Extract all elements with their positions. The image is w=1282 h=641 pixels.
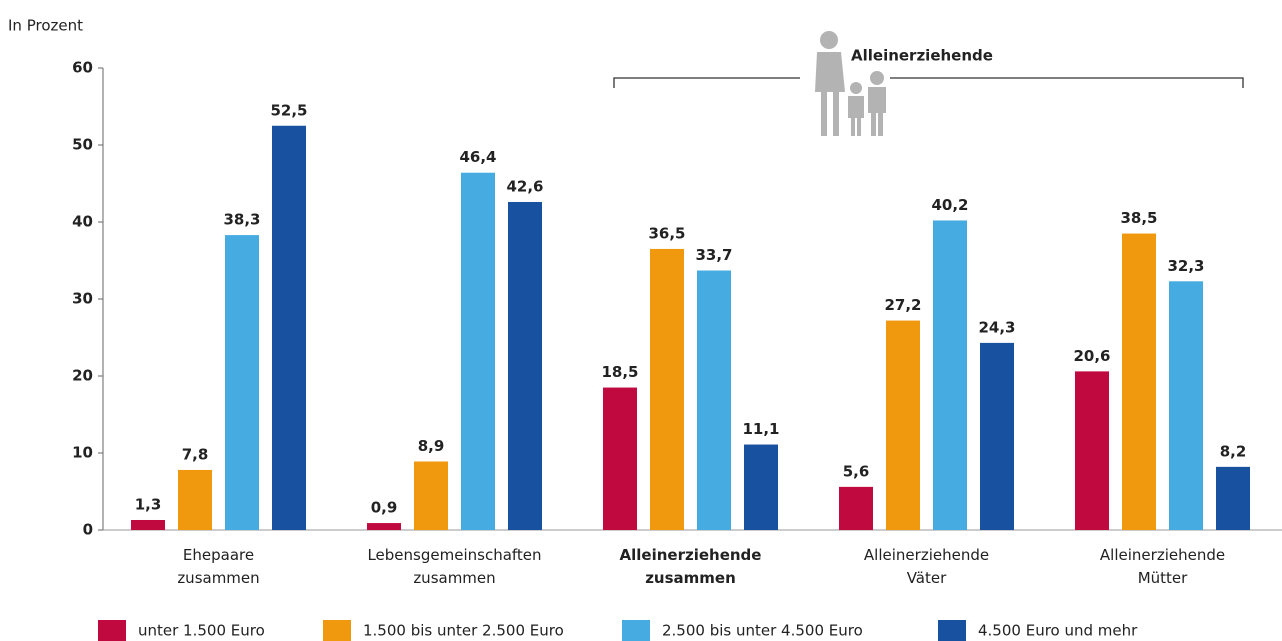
bar (744, 444, 778, 530)
value-label: 46,4 (459, 148, 496, 166)
x-tick-label-line: Väter (907, 569, 947, 587)
legend-label: 4.500 Euro und mehr (978, 622, 1138, 640)
bar (131, 519, 165, 530)
value-label: 7,8 (182, 445, 209, 463)
legend-label: unter 1.500 Euro (138, 622, 265, 640)
x-tick-label-line: Lebensgemeinschaften (367, 546, 541, 564)
legend-swatch (938, 620, 966, 641)
x-tick-label-line: zusammen (177, 569, 259, 587)
x-tick-label: Alleinerziehende zusammen (620, 546, 762, 587)
x-tick-label-line: Alleinerziehende (864, 546, 989, 564)
x-tick-label-line: zusammen (645, 569, 736, 587)
x-tick-label-line: Alleinerziehende (620, 546, 762, 564)
legend-label: 2.500 bis unter 4.500 Euro (662, 622, 863, 640)
x-tick-label-line: Ehepaare (183, 546, 254, 564)
value-label: 40,2 (931, 196, 968, 214)
x-tick-label-line: Alleinerziehende (1100, 546, 1225, 564)
value-label: 11,1 (742, 420, 779, 438)
value-label: 42,6 (506, 177, 543, 195)
bracket-line (613, 77, 1244, 88)
y-tick-label: 60 (72, 59, 93, 77)
x-tick-label-line: zusammen (413, 569, 495, 587)
x-tick-label-line: Mütter (1138, 569, 1188, 587)
bar (603, 387, 637, 530)
bracket: Alleinerziehende (613, 31, 1244, 136)
value-label: 24,3 (978, 318, 1015, 336)
value-label: 5,6 (843, 462, 870, 480)
value-label: 0,9 (371, 499, 398, 517)
bar (933, 220, 967, 530)
value-label: 36,5 (648, 224, 685, 242)
legend-swatch (323, 620, 351, 641)
bar (461, 172, 495, 530)
bar (367, 523, 401, 530)
x-tick-label: Lebensgemeinschaften zusammen (367, 546, 541, 587)
bar (1216, 466, 1250, 530)
bar (650, 248, 684, 530)
bar (1122, 233, 1156, 531)
y-axis-label: In Prozent (8, 17, 83, 35)
value-label: 52,5 (270, 101, 307, 119)
bar (225, 235, 259, 530)
x-tick-label: Ehepaare zusammen (177, 546, 259, 587)
bar (886, 320, 920, 530)
value-label: 32,3 (1167, 257, 1204, 275)
y-tick-label: 10 (72, 444, 93, 462)
bar (1169, 281, 1203, 530)
value-label: 33,7 (695, 246, 732, 264)
value-label: 8,9 (418, 437, 445, 455)
bar (414, 461, 448, 530)
bar (178, 469, 212, 530)
value-label: 38,5 (1120, 209, 1157, 227)
value-label: 27,2 (884, 296, 921, 314)
value-label: 38,3 (223, 211, 260, 229)
bar (272, 125, 306, 530)
value-label: 20,6 (1073, 347, 1110, 365)
y-tick-label: 50 (72, 136, 93, 154)
bar (508, 201, 542, 531)
value-label: 8,2 (1220, 442, 1247, 460)
bar (839, 486, 873, 530)
annotation: Alleinerziehende (851, 47, 993, 65)
y-tick-label: 0 (83, 521, 93, 539)
value-label: 1,3 (135, 495, 162, 513)
bar (1075, 371, 1109, 530)
y-tick-label: 20 (72, 367, 93, 385)
family-icon (815, 31, 886, 136)
bar (980, 342, 1014, 530)
value-label: 18,5 (601, 363, 638, 381)
bar (697, 270, 731, 530)
legend-swatch (622, 620, 650, 641)
x-tick-label: Alleinerziehende Väter (864, 546, 989, 587)
y-tick-label: 30 (72, 290, 93, 308)
legend-label: 1.500 bis unter 2.500 Euro (363, 622, 564, 640)
y-tick-label: 40 (72, 213, 93, 231)
x-tick-label: Alleinerziehende Mütter (1100, 546, 1225, 587)
legend-swatch (98, 620, 126, 641)
